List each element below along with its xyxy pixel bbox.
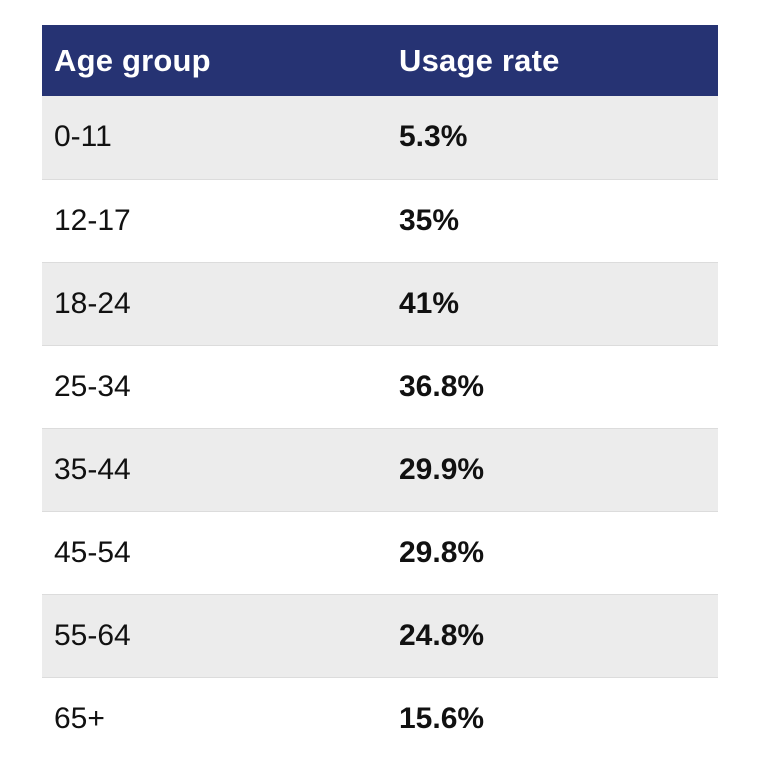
age-group-cell: 18-24 [54, 286, 131, 320]
usage-rate-cell: 15.6% [399, 701, 485, 735]
age-group-cell: 0-11 [54, 120, 112, 154]
header-row: Age group Usage rate [42, 25, 718, 96]
usage-rate-cell: 36.8% [399, 369, 485, 403]
usage-rate-cell: 41% [399, 286, 460, 320]
usage-rate-cell: 29.8% [399, 535, 485, 569]
usage-rate-cell: 29.9% [399, 452, 485, 486]
age-group-cell: 25-34 [54, 369, 131, 403]
table-row: 65+ 15.6% [42, 677, 718, 760]
age-group-cell: 65+ [54, 701, 105, 735]
usage-rate-cell: 35% [399, 203, 460, 237]
table-row: 35-44 29.9% [42, 428, 718, 511]
table-body: 0-11 5.3% 12-17 35% 18-24 41% 25-34 36.8… [42, 96, 718, 760]
table-row: 55-64 24.8% [42, 594, 718, 677]
usage-by-age-table: Age group Usage rate 0-11 5.3% 12-17 35%… [42, 25, 718, 760]
table-row: 0-11 5.3% [42, 96, 718, 179]
usage-rate-cell: 24.8% [399, 618, 485, 652]
table-row: 45-54 29.8% [42, 511, 718, 594]
table-row: 25-34 36.8% [42, 345, 718, 428]
age-group-cell: 55-64 [54, 618, 131, 652]
column-header-age-group: Age group [54, 42, 211, 78]
age-group-cell: 12-17 [54, 203, 131, 237]
table-header: Age group Usage rate [42, 25, 718, 96]
table-row: 12-17 35% [42, 179, 718, 262]
table-row: 18-24 41% [42, 262, 718, 345]
usage-rate-cell: 5.3% [399, 120, 468, 154]
age-group-cell: 35-44 [54, 452, 131, 486]
column-header-usage-rate: Usage rate [399, 42, 560, 78]
usage-table-container: Age group Usage rate 0-11 5.3% 12-17 35%… [42, 25, 718, 760]
age-group-cell: 45-54 [54, 535, 131, 569]
